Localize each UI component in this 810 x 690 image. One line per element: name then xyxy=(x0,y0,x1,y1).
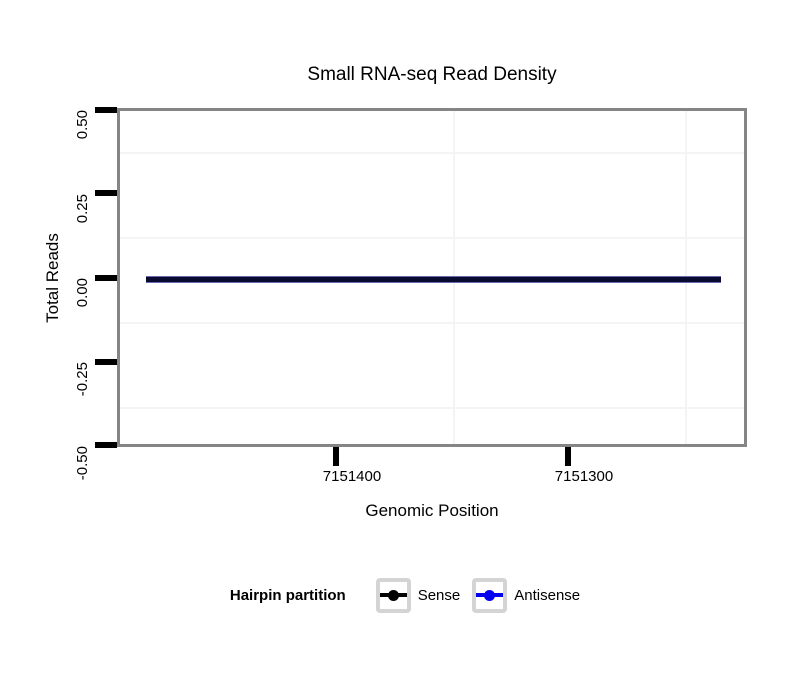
x-tick-mark xyxy=(333,447,339,466)
gridline-h-minor xyxy=(120,407,744,409)
y-tick-label: -0.50 xyxy=(74,446,91,481)
legend-label-sense: Sense xyxy=(417,586,461,604)
legend: Hairpin partition Sense Antisense xyxy=(0,577,810,613)
y-tick-mark xyxy=(95,275,117,281)
y-axis-title: Total Reads xyxy=(43,233,62,323)
gridline-h-minor xyxy=(120,237,744,239)
plot-panel xyxy=(117,108,747,447)
y-tick-mark xyxy=(95,107,117,113)
y-tick-mark xyxy=(95,190,117,196)
x-tick-label: 7151300 xyxy=(554,468,614,485)
y-tick-mark xyxy=(95,442,117,448)
x-tick-label: 7151400 xyxy=(322,468,382,485)
y-tick-label: -0.25 xyxy=(74,362,91,397)
y-tick-label: 0.25 xyxy=(74,194,91,224)
gridline-h-minor xyxy=(120,152,744,154)
chart-title: Small RNA-seq Read Density xyxy=(307,64,557,85)
y-tick-label: 0.50 xyxy=(74,110,91,140)
antisense-point-glyph xyxy=(484,589,496,601)
legend-entry-sense: Sense xyxy=(375,577,461,613)
legend-entry-antisense: Antisense xyxy=(472,577,581,613)
sense-key-icon xyxy=(375,577,411,613)
legend-title: Hairpin partition xyxy=(229,586,346,604)
gridline-h-minor xyxy=(120,322,744,324)
read-density-line xyxy=(146,276,721,283)
antisense-key-icon xyxy=(472,577,508,613)
y-tick-mark xyxy=(95,359,117,365)
y-tick-label: 0.00 xyxy=(74,278,91,308)
legend-label-antisense: Antisense xyxy=(514,586,581,604)
sense-point-glyph xyxy=(387,589,399,601)
x-axis-title: Genomic Position xyxy=(365,501,499,520)
x-tick-mark xyxy=(565,447,571,466)
